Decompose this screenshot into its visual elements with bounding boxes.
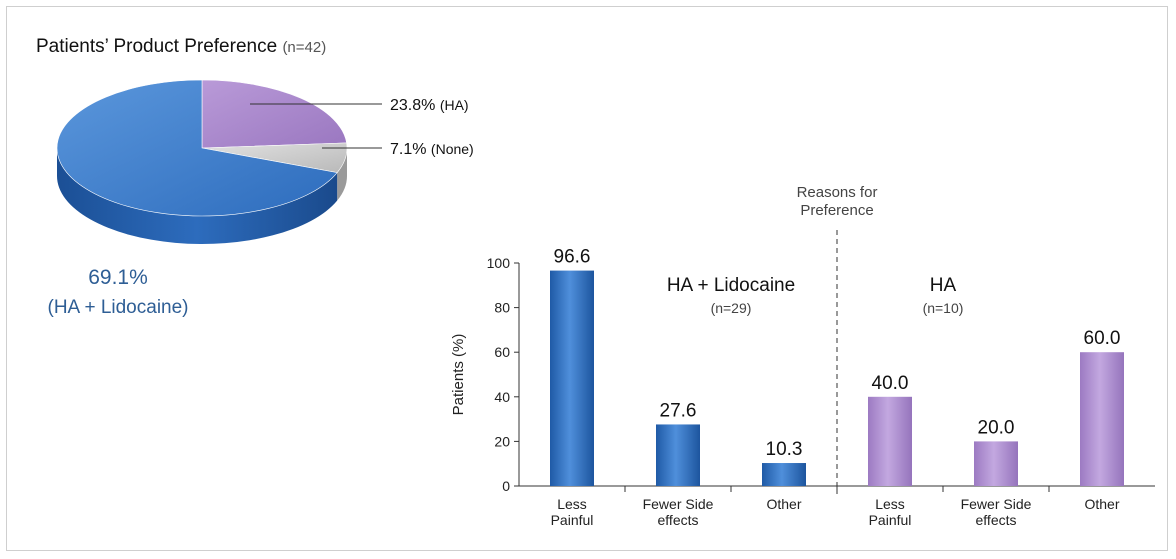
x-tick-label: Fewer Side [961, 496, 1032, 512]
pie-chart: 23.8% (HA) 7.1% (None) 69.1% (HA + Lidocain… [48, 79, 474, 318]
pie-label-value: 7.1% [390, 141, 431, 158]
bar-value-label: 60.0 [1084, 328, 1121, 349]
y-tick-label: 60 [494, 344, 510, 360]
divider-label: Reasons for [797, 184, 878, 201]
pie-label-name: (HA) [440, 97, 469, 113]
x-tick-label: Other [1084, 496, 1119, 512]
bar-value-label: 40.0 [872, 373, 909, 394]
pie-slice-ha [201, 79, 347, 149]
y-tick-label: 0 [502, 478, 510, 494]
bar-ha-3 [1080, 352, 1124, 486]
figure-frame [6, 6, 1168, 551]
x-tick-label: effects [658, 512, 699, 528]
group-sample-size: (n=10) [923, 300, 964, 316]
pie-label-ha-lidocaine-name: (HA + Lidocaine) [48, 297, 189, 318]
page-title: Patients’ Product Preference (n=42) [36, 36, 326, 58]
pie-label-ha-lidocaine-value: 69.1% [88, 266, 148, 289]
bar-ha-1 [868, 396, 912, 486]
title-text: Patients’ Product Preference [36, 36, 278, 57]
pie-slice-ha-lidocaine [56, 79, 338, 217]
x-tick-label: Other [766, 496, 801, 512]
y-tick-label: 40 [494, 389, 510, 405]
pie-label-ha: 23.8% (HA) [390, 97, 469, 114]
bar-ha-lidocaine-2 [656, 424, 700, 486]
group-title: HA + Lidocaine [667, 275, 795, 296]
pie-side-ha-lidocaine [57, 148, 338, 244]
x-tick-label: Painful [869, 512, 912, 528]
group-title: HA [930, 275, 957, 296]
x-tick-label: Less [557, 496, 587, 512]
x-tick-label: Fewer Side [643, 496, 714, 512]
pie-label-name: (None) [431, 141, 474, 157]
pie-label-value: 23.8% [390, 97, 440, 114]
bar-value-label: 20.0 [978, 417, 1015, 438]
y-axis-label: Patients (%) [450, 334, 467, 416]
bar-ha-lidocaine-1 [550, 270, 594, 486]
y-tick-label: 100 [487, 255, 511, 271]
x-tick-label: Painful [551, 512, 594, 528]
bar-ha-2 [974, 441, 1018, 486]
bar-value-label: 27.6 [660, 400, 697, 421]
x-tick-label: Less [875, 496, 905, 512]
title-sample-size: (n=42) [282, 39, 327, 56]
bar-value-label: 96.6 [554, 247, 591, 268]
group-sample-size: (n=29) [711, 300, 752, 316]
pie-label-none: 7.1% (None) [390, 141, 474, 158]
divider-label: Preference [800, 202, 873, 219]
y-tick-label: 20 [494, 433, 510, 449]
bar-value-label: 10.3 [766, 439, 803, 460]
y-tick-label: 80 [494, 300, 510, 316]
bar-ha-lidocaine-3 [762, 463, 806, 486]
x-tick-label: effects [976, 512, 1017, 528]
